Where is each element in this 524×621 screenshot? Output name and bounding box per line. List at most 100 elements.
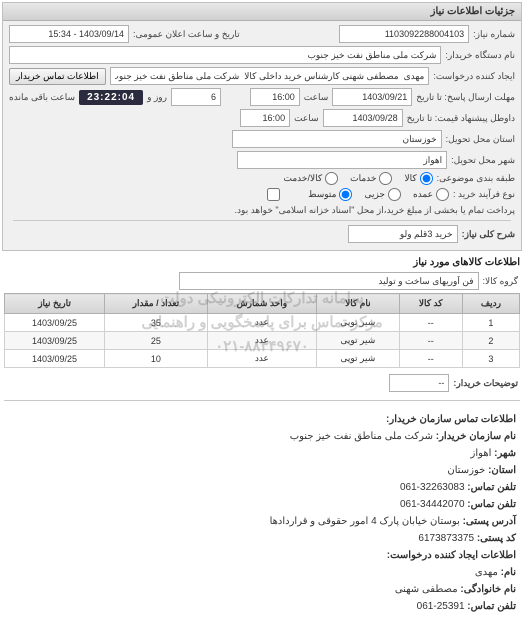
table-cell: 25 — [105, 332, 208, 350]
table-cell: 2 — [462, 332, 519, 350]
category-kala-radio[interactable]: کالا — [404, 172, 432, 185]
table-cell: 1403/09/25 — [5, 350, 105, 368]
contact-info-block: اطلاعات تماس سازمان خریدار: نام سازمان خ… — [0, 405, 524, 621]
category-khadamat-label: خدمات — [350, 173, 376, 184]
city-label: شهر محل تحویل: — [451, 155, 515, 166]
category-kala-label: کالا — [404, 173, 416, 184]
valid-until-time-label: ساعت — [294, 113, 319, 124]
days-remaining-input[interactable] — [171, 88, 221, 106]
ci-tel-label: تلفن تماس: — [467, 482, 516, 493]
table-cell: -- — [399, 332, 462, 350]
ci-fname: مهدی — [475, 567, 498, 578]
category-khadamat-radio[interactable]: خدمات — [350, 172, 392, 185]
table-header-cell: تعداد / مقدار — [105, 294, 208, 314]
buyer-org-input[interactable] — [9, 46, 441, 64]
category-both-label: کالا/خدمت — [284, 173, 323, 184]
ci-org-label: نام سازمان خریدار: — [436, 431, 516, 442]
table-cell: 10 — [105, 350, 208, 368]
need-details-panel: جزئیات اطلاعات نیاز شماره نیاز: تاریخ و … — [2, 2, 522, 251]
buyer-contact-button[interactable]: اطلاعات تماس خریدار — [9, 68, 106, 85]
reply-until-date-input[interactable] — [332, 88, 412, 106]
table-cell: شیر توپی — [317, 314, 400, 332]
table-cell: -- — [399, 350, 462, 368]
separator-2 — [4, 400, 520, 401]
city-input[interactable] — [237, 151, 447, 169]
table-row[interactable]: 1--شیر توپیعدد351403/09/25 — [5, 314, 520, 332]
table-cell: عدد — [207, 314, 316, 332]
need-no-label: شماره نیاز: — [473, 29, 515, 40]
payment-note: پرداخت تمام یا بخشی از مبلغ خرید،از محل … — [235, 205, 515, 216]
group-input[interactable] — [179, 272, 479, 290]
category-khadamat-input[interactable] — [379, 172, 392, 185]
valid-until-time-input[interactable] — [240, 109, 290, 127]
buyer-desc-label: توضیحات خریدار: — [453, 378, 518, 389]
valid-until-date-input[interactable] — [323, 109, 403, 127]
table-header-cell: ردیف — [462, 294, 519, 314]
buy-omdeh-radio[interactable]: عمده — [413, 188, 449, 201]
ci-lname: مصطفی شهنی — [395, 584, 458, 595]
buy-metavaset-input[interactable] — [339, 188, 352, 201]
panel-title: جزئیات اطلاعات نیاز — [3, 3, 521, 21]
ci-city: اهواز — [471, 448, 492, 459]
buy-omdeh-input[interactable] — [436, 188, 449, 201]
category-kala-input[interactable] — [420, 172, 433, 185]
table-cell: 3 — [462, 350, 519, 368]
table-header-cell: نام کالا — [317, 294, 400, 314]
buy-metavaset-radio[interactable]: متوسط — [308, 188, 352, 201]
requester-label: ایجاد کننده درخواست: — [433, 71, 515, 82]
buyer-org-label: نام دستگاه خریدار: — [445, 50, 515, 61]
table-cell: -- — [399, 314, 462, 332]
table-cell: عدد — [207, 350, 316, 368]
ci-addr-label: آدرس پستی: — [463, 516, 516, 527]
ci-org: شرکت ملی مناطق نفت خیز جنوب — [290, 431, 433, 442]
table-cell: 1403/09/25 — [5, 332, 105, 350]
ci-fax-label: تلفن تماس: — [467, 499, 516, 510]
pub-datetime-input[interactable] — [9, 25, 129, 43]
buyer-desc-input[interactable] — [389, 374, 449, 392]
reply-until-time-input[interactable] — [250, 88, 300, 106]
table-header-cell: کد کالا — [399, 294, 462, 314]
table-wrap: ردیفکد کالانام کالاواحد شمارشتعداد / مقد… — [0, 293, 524, 368]
province-label: استان محل تحویل: — [446, 134, 515, 145]
table-cell: شیر توپی — [317, 332, 400, 350]
table-header-cell: واحد شمارش — [207, 294, 316, 314]
asnad-checkbox[interactable] — [267, 188, 280, 201]
table-row[interactable]: 2--شیر توپیعدد251403/09/25 — [5, 332, 520, 350]
separator — [13, 220, 511, 221]
buy-jazee-radio[interactable]: جزیی — [364, 188, 401, 201]
need-title-input[interactable] — [348, 225, 458, 243]
ci-fax: 34442070-061 — [400, 499, 465, 510]
ci-ctel: 25391-061 — [417, 601, 465, 612]
requester-input[interactable] — [110, 67, 430, 85]
table-body: 1--شیر توپیعدد351403/09/252--شیر توپیعدد… — [5, 314, 520, 368]
buy-metavaset-label: متوسط — [308, 189, 336, 200]
buy-omdeh-label: عمده — [413, 189, 433, 200]
province-input[interactable] — [232, 130, 442, 148]
items-section-title: اطلاعات کالاهای مورد نیاز — [4, 257, 520, 268]
items-table: ردیفکد کالانام کالاواحد شمارشتعداد / مقد… — [4, 293, 520, 368]
ci-fname-label: نام: — [501, 567, 516, 578]
ci-tel: 32263083-061 — [400, 482, 465, 493]
table-cell: 1 — [462, 314, 519, 332]
days-label: روز و — [147, 92, 167, 103]
table-row[interactable]: 3--شیر توپیعدد101403/09/25 — [5, 350, 520, 368]
valid-until-label: داوطل پیشنهاد قیمت: تا تاریخ — [407, 113, 515, 124]
ci-req-title: اطلاعات ایجاد کننده درخواست: — [387, 550, 516, 561]
ci-province: خوزستان — [447, 465, 485, 476]
group-label: گروه کالا: — [483, 276, 518, 287]
category-label: طبقه بندی موضوعی: — [437, 173, 515, 184]
pub-datetime-label: تاریخ و ساعت اعلان عمومی: — [133, 29, 240, 40]
table-cell: 35 — [105, 314, 208, 332]
need-no-input[interactable] — [339, 25, 469, 43]
ci-zip: 6173873375 — [418, 533, 474, 544]
category-both-input[interactable] — [325, 172, 338, 185]
reply-until-label: مهلت ارسال پاسخ: تا تاریخ — [416, 92, 515, 103]
countdown-timer: 23:22:04 — [79, 90, 143, 105]
buy-jazee-input[interactable] — [388, 188, 401, 201]
ci-ctel-label: تلفن تماس: — [467, 601, 516, 612]
form-body: شماره نیاز: تاریخ و ساعت اعلان عمومی: نا… — [3, 21, 521, 250]
ci-city-label: شهر: — [494, 448, 516, 459]
category-both-radio[interactable]: کالا/خدمت — [284, 172, 339, 185]
ci-zip-label: کد پستی: — [477, 533, 516, 544]
table-cell: 1403/09/25 — [5, 314, 105, 332]
